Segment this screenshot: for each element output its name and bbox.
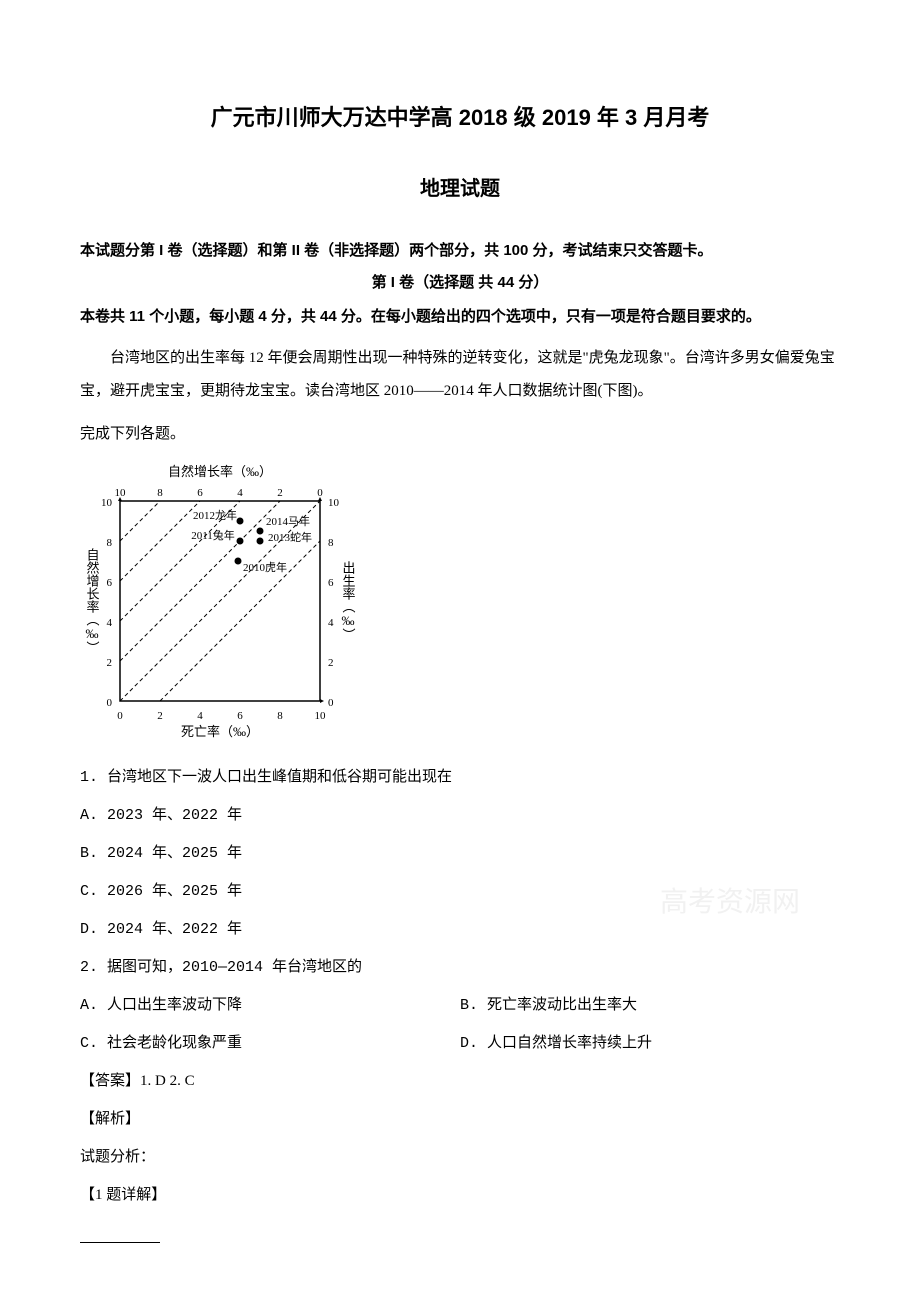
svg-text:10: 10	[328, 497, 340, 509]
svg-text:10: 10	[315, 710, 327, 722]
instructions: 本卷共 11 个小题，每小题 4 分，共 44 分。在每小题给出的四个选项中，只…	[80, 302, 840, 332]
svg-text:8: 8	[107, 537, 113, 549]
svg-text:4: 4	[328, 617, 334, 629]
q1-detail-label: 【1 题详解】	[80, 1179, 840, 1212]
question-1: 1. 台湾地区下一波人口出生峰值期和低谷期可能出现在	[80, 761, 840, 794]
svg-text:4: 4	[237, 487, 243, 499]
analysis-label: 【解析】	[80, 1103, 840, 1136]
svg-text:0: 0	[117, 710, 123, 722]
exam-title: 广元市川师大万达中学高 2018 级 2019 年 3 月月考	[80, 100, 840, 132]
svg-text:8: 8	[328, 537, 334, 549]
exam-subtitle: 地理试题	[80, 172, 840, 201]
q2-option-c: C. 社会老龄化现象严重	[80, 1027, 460, 1060]
svg-text:6: 6	[237, 710, 243, 722]
svg-text:2011兔年: 2011兔年	[191, 528, 235, 542]
answer-line: 【答案】1. D 2. C	[80, 1065, 840, 1098]
svg-text:2014马年: 2014马年	[266, 514, 310, 528]
passage-text-2: 完成下列各题。	[80, 418, 840, 451]
q2-option-a: A. 人口出生率波动下降	[80, 989, 460, 1022]
svg-text:8: 8	[277, 710, 283, 722]
svg-text:0: 0	[107, 697, 113, 709]
q1-option-b: B. 2024 年、2025 年	[80, 837, 840, 870]
svg-text:4: 4	[197, 710, 203, 722]
q1-option-d: D. 2024 年、2022 年	[80, 913, 840, 946]
svg-text:2: 2	[107, 657, 113, 669]
section-header: 第 I 卷（选择题 共 44 分）	[80, 271, 840, 292]
q2-option-b: B. 死亡率波动比出生率大	[460, 989, 840, 1022]
footer-separator	[80, 1242, 160, 1243]
svg-text:4: 4	[107, 617, 113, 629]
svg-text:8: 8	[157, 487, 163, 499]
passage-text-1: 台湾地区的出生率每 12 年便会周期性出现一种特殊的逆转变化，这就是"虎兔龙现象…	[80, 342, 840, 408]
svg-text:2010虎年: 2010虎年	[243, 560, 287, 574]
q2-option-d: D. 人口自然增长率持续上升	[460, 1027, 840, 1060]
svg-text:2013蛇年: 2013蛇年	[268, 530, 312, 544]
svg-text:0: 0	[317, 487, 323, 499]
chart-svg: 自然增长率（‰） 10 8 6 4 2 0 自然增长率（‰） 10 8 6 4 …	[80, 461, 360, 741]
svg-text:10: 10	[115, 487, 127, 499]
chart-right-label: 出生率（‰）	[341, 561, 356, 641]
svg-text:6: 6	[197, 487, 203, 499]
svg-text:2: 2	[157, 710, 163, 722]
chart-top-label: 自然增长率（‰）	[168, 464, 272, 479]
population-chart: 自然增长率（‰） 10 8 6 4 2 0 自然增长率（‰） 10 8 6 4 …	[80, 461, 840, 746]
svg-text:0: 0	[328, 697, 334, 709]
svg-text:10: 10	[101, 497, 113, 509]
q1-option-c: C. 2026 年、2025 年	[80, 875, 840, 908]
svg-text:2: 2	[277, 487, 283, 499]
svg-text:2: 2	[328, 657, 334, 669]
q1-option-a: A. 2023 年、2022 年	[80, 799, 840, 832]
chart-left-label: 自然增长率（‰）	[85, 548, 100, 654]
svg-text:6: 6	[328, 577, 334, 589]
svg-text:2012龙年: 2012龙年	[193, 508, 237, 522]
chart-bottom-label: 死亡率（‰）	[181, 724, 259, 739]
svg-text:6: 6	[107, 577, 113, 589]
intro-line: 本试题分第 I 卷（选择题）和第 II 卷（非选择题）两个部分，共 100 分，…	[80, 236, 840, 266]
question-2: 2. 据图可知，2010—2014 年台湾地区的	[80, 951, 840, 984]
analysis-intro: 试题分析：	[80, 1141, 840, 1174]
